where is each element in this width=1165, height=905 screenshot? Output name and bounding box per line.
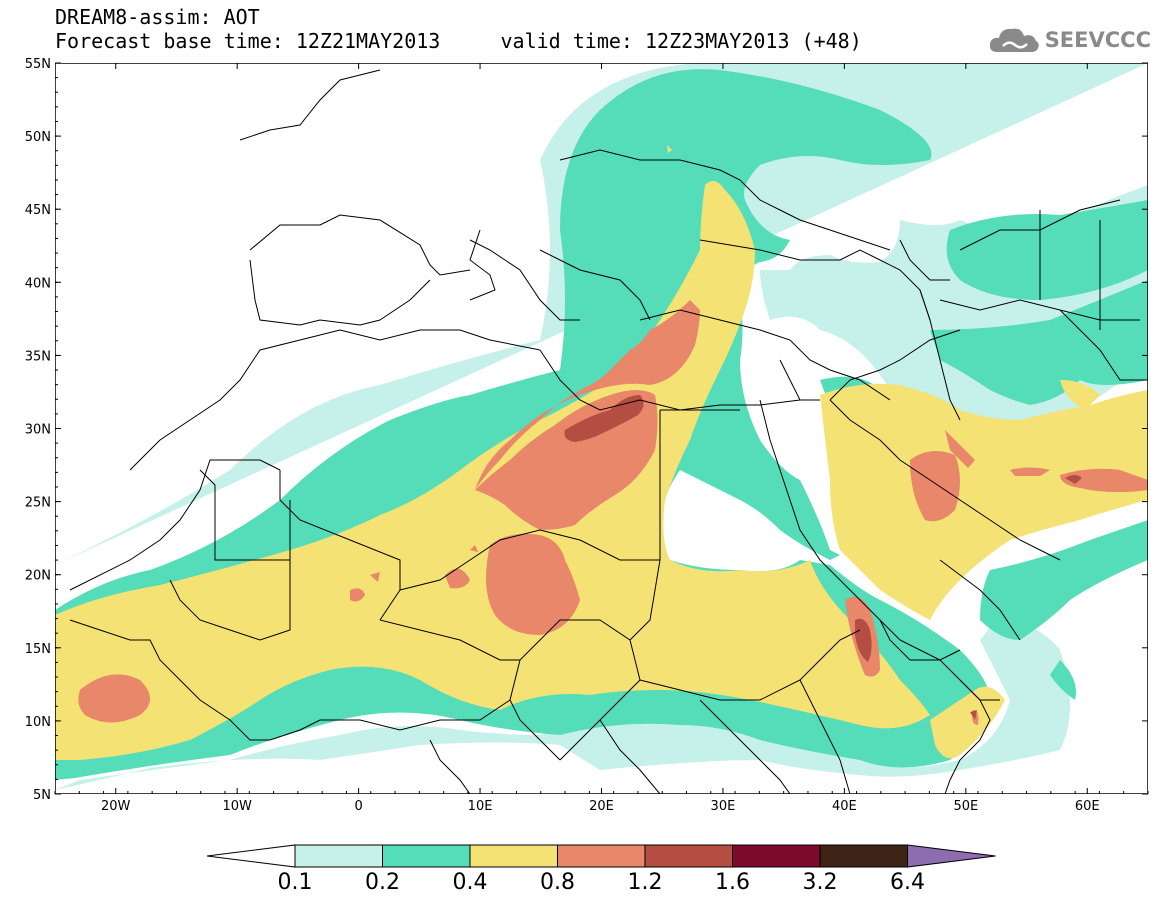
- colorbar-swatch: [382, 844, 471, 868]
- aot-band-1.2: [564, 395, 1082, 720]
- lat-tick-label: 15N: [25, 642, 51, 657]
- colorbar-level-label: 1.2: [628, 870, 663, 895]
- colorbar-swatch: [469, 844, 558, 868]
- borders: [69, 69, 1148, 794]
- colorbar-level-label: 1.6: [715, 870, 750, 895]
- colorbar-level-label: 3.2: [803, 870, 838, 895]
- map-title: DREAM8-assim: AOT: [55, 5, 260, 29]
- colorbar-level-label: 0.2: [365, 870, 400, 895]
- lon-tick-label: 10W: [222, 799, 252, 814]
- cloud-logo-icon: [989, 28, 1039, 52]
- lon-tick-label: 20W: [101, 799, 131, 814]
- colorbar-level-label: 6.4: [890, 870, 925, 895]
- aot-band-0.4: [55, 145, 1148, 760]
- lat-tick-label: 5N: [33, 788, 51, 803]
- lat-tick-label: 10N: [25, 715, 51, 730]
- colorbar-swatch: [819, 844, 908, 868]
- lon-tick-label: 30E: [711, 799, 736, 814]
- aot-field: [55, 63, 1148, 794]
- lat-tick-label: 25N: [25, 496, 51, 511]
- lon-tick-label: 20E: [589, 799, 614, 814]
- lon-tick-label: 0: [354, 799, 362, 814]
- lat-tick-label: 35N: [25, 349, 51, 364]
- colorbar-level-label: 0.8: [540, 870, 575, 895]
- colorbar-level-label: 0.1: [278, 870, 313, 895]
- colorbar: 0.1 0.2 0.4 0.8 1.2 1.6 3.2 6.4: [206, 844, 996, 895]
- seevccc-logo: SEEVCCC: [989, 22, 1151, 58]
- colorbar-swatch: [644, 844, 733, 868]
- lat-tick-label: 55N: [25, 57, 51, 72]
- colorbar-swatch: [557, 844, 646, 868]
- logo-text: SEEVCCC: [1044, 28, 1151, 52]
- lat-tick-label: 40N: [25, 276, 51, 291]
- colorbar-swatch: [294, 844, 383, 868]
- forecast-time-line: Forecast base time: 12Z21MAY2013 valid t…: [55, 29, 862, 53]
- lon-tick-label: 40E: [832, 799, 857, 814]
- lon-tick-label: 50E: [953, 799, 978, 814]
- colorbar-swatch: [732, 844, 821, 868]
- lat-tick-label: 30N: [25, 423, 51, 438]
- lat-tick-label: 20N: [25, 569, 51, 584]
- lon-tick-label: 60E: [1075, 799, 1100, 814]
- lon-tick-label: 10E: [468, 799, 493, 814]
- lat-tick-label: 50N: [25, 130, 51, 145]
- lat-tick-label: 45N: [25, 203, 51, 218]
- colorbar-over-arrow: [907, 844, 996, 868]
- axis-ticks: 20W 10W 0 10E 20E 30E 40E 50E 60E 55N 50N 45N 40N 35N…: [25, 57, 1149, 814]
- colorbar-level-label: 0.4: [453, 870, 488, 895]
- colorbar-under-arrow: [206, 844, 296, 868]
